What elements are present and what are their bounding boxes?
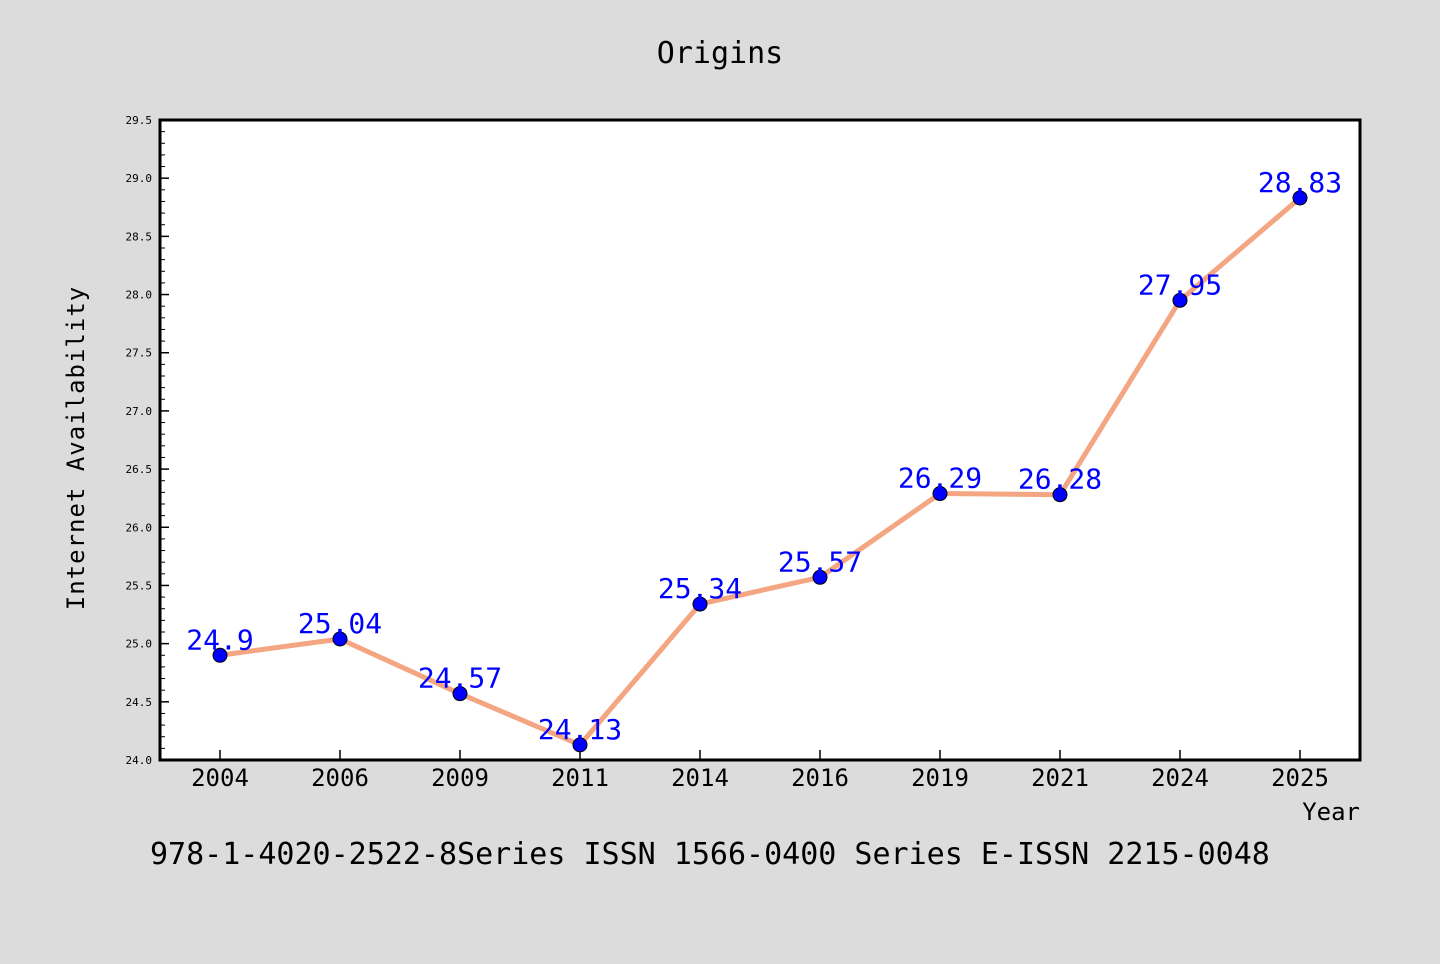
data-label: 26.28 <box>1018 463 1102 496</box>
data-point <box>1172 292 1188 308</box>
data-labels: 24.9 25.04 24.57 24.13 25.34 25.57 26.29 26.28 2… <box>186 166 1342 746</box>
y-tick-label: 24.5 <box>126 696 153 709</box>
x-axis: 2004 2006 2009 2011 2014 2016 2019 2021 2024 2025 <box>191 750 1329 792</box>
x-tick-label: 2025 <box>1271 764 1329 792</box>
data-point <box>332 631 348 647</box>
data-label: 28.83 <box>1258 166 1342 199</box>
data-label: 26.29 <box>898 462 982 495</box>
x-tick-label: 2019 <box>911 764 969 792</box>
footer-isbn-text: 978-1-4020-2522-8Series ISSN 1566-0400 S… <box>150 837 1270 872</box>
x-tick-label: 2016 <box>791 764 849 792</box>
series-line <box>217 195 1303 748</box>
x-tick-label: 2021 <box>1031 764 1089 792</box>
data-label: 24.57 <box>418 662 502 695</box>
y-tick-label: 29.0 <box>126 172 153 185</box>
data-point <box>812 569 828 585</box>
data-label: 25.57 <box>778 545 862 578</box>
data-point <box>452 686 468 702</box>
y-tick-label: 28.0 <box>126 289 153 302</box>
data-label: 25.04 <box>298 607 382 640</box>
data-label: 27.95 <box>1138 268 1222 301</box>
y-tick-label: 26.5 <box>126 463 153 476</box>
x-tick-label: 2004 <box>191 764 249 792</box>
data-point <box>212 647 228 663</box>
data-label: 25.34 <box>658 572 742 605</box>
chart-title: Origins <box>657 36 783 71</box>
y-axis-label: Internet Availability <box>62 286 90 610</box>
data-label: 24.13 <box>538 713 622 746</box>
y-tick-label: 25.5 <box>126 579 153 592</box>
x-tick-label: 2009 <box>431 764 489 792</box>
y-tick-label: 26.0 <box>126 521 153 534</box>
data-point <box>1052 487 1068 503</box>
y-tick-label: 27.5 <box>126 347 153 360</box>
data-label: 24.9 <box>186 623 253 656</box>
data-point <box>692 596 708 612</box>
y-axis: 24.0 24.5 25.0 25.5 26.0 26.5 27.0 27.5 28.0 28.5… <box>126 114 169 767</box>
data-point <box>932 486 948 502</box>
y-tick-label: 27.0 <box>126 405 153 418</box>
x-tick-label: 2006 <box>311 764 369 792</box>
x-axis-label: Year <box>1302 798 1360 826</box>
plot-area <box>158 118 1362 762</box>
y-tick-label: 24.0 <box>126 754 153 767</box>
data-point <box>1292 190 1308 206</box>
x-tick-label: 2011 <box>551 764 609 792</box>
x-tick-label: 2024 <box>1151 764 1209 792</box>
x-tick-label: 2014 <box>671 764 729 792</box>
y-tick-label: 29.5 <box>126 114 153 127</box>
y-tick-label: 28.5 <box>126 230 153 243</box>
y-tick-label: 25.0 <box>126 638 153 651</box>
series-markers <box>212 190 1308 753</box>
data-point <box>572 737 588 753</box>
